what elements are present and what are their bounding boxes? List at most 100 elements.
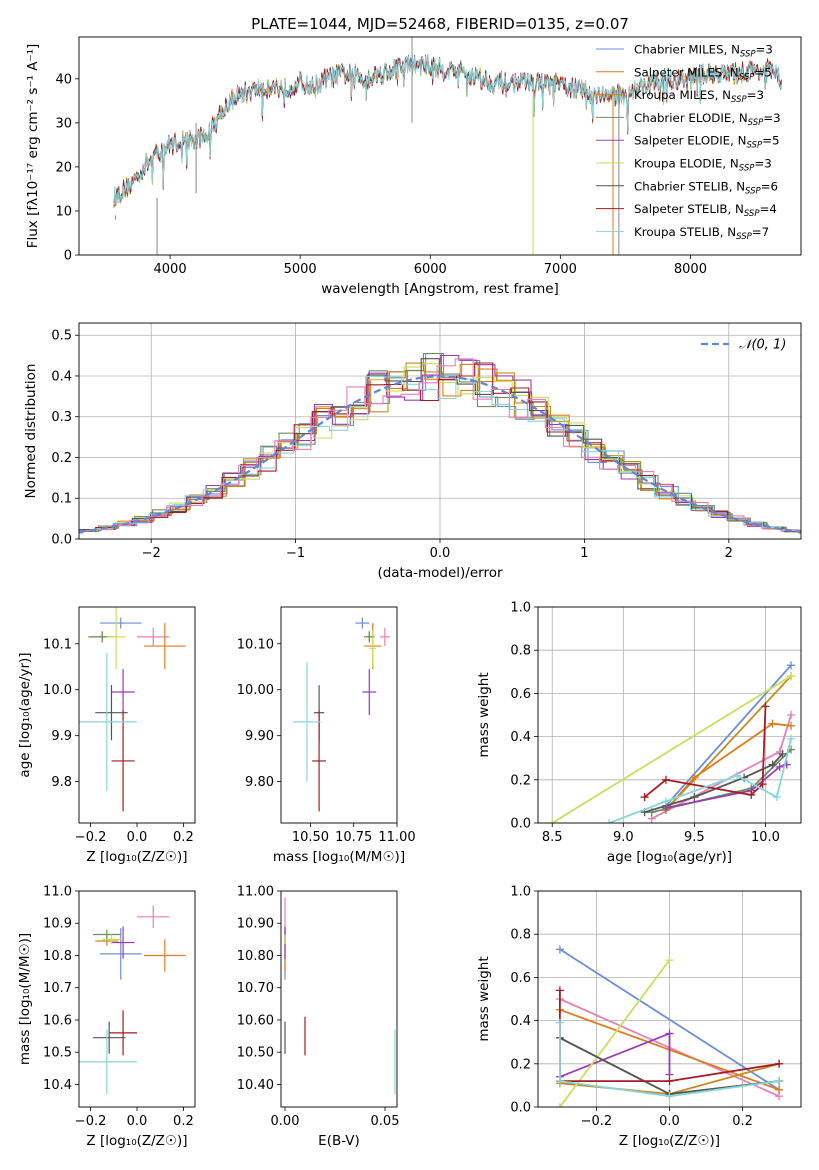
legend-subscript: SSP bbox=[739, 72, 755, 82]
x-tick-label: 0.00 bbox=[271, 1114, 300, 1129]
y-tick-label: 0.1 bbox=[51, 492, 72, 507]
y-tick-label: 10.7 bbox=[43, 981, 72, 996]
y-axis-label: age [log₁₀(age/yr)] bbox=[17, 652, 33, 777]
legend-subscript: SSP bbox=[740, 50, 756, 60]
x-axis-label: wavelength [Angstrom, rest frame] bbox=[321, 281, 559, 297]
axes-frame bbox=[78, 322, 802, 540]
weight-marker-9 bbox=[605, 819, 614, 823]
weight-marker-9 bbox=[772, 793, 781, 802]
legend-text: Salpeter MILES, N bbox=[634, 65, 739, 79]
y-axis-label: mass weight bbox=[476, 672, 492, 757]
y-tick-label: 10.40 bbox=[237, 1078, 274, 1093]
legend-entry: Salpeter ELODIE, NSSP=5 bbox=[634, 134, 779, 151]
legend-text: Kroupa STELIB, N bbox=[634, 225, 736, 239]
y-axis-label: Flux [fλ10⁻¹⁷ erg cm⁻² s⁻¹ A⁻¹] bbox=[25, 44, 41, 249]
legend-entry: Chabrier MILES, NSSP=3 bbox=[634, 43, 773, 60]
weight-marker-8 bbox=[747, 790, 756, 799]
legend-entry: 𝒩(0, 1) bbox=[739, 338, 786, 353]
y-tick-label: 0.4 bbox=[510, 730, 531, 745]
y-tick-label: 0.3 bbox=[51, 410, 72, 425]
legend-text: =4 bbox=[759, 202, 776, 216]
legend-subscript: SSP bbox=[748, 118, 764, 128]
weight-marker-5 bbox=[775, 762, 784, 771]
y-tick-label: 40 bbox=[55, 72, 72, 87]
weight-marker-9 bbox=[661, 797, 670, 806]
y-tick-label: 0.6 bbox=[510, 687, 531, 702]
weight-marker-9 bbox=[665, 1092, 674, 1101]
panel-mass-vs-Z: −0.2 0.0 0.2 10.4 10.5 10.6 10.7 10.8 10.9 11.0 Z … bbox=[17, 885, 196, 1149]
y-tick-label: 9.8 bbox=[51, 775, 72, 790]
y-tick-label: 0 bbox=[64, 249, 72, 264]
legend-text: =3 bbox=[756, 43, 773, 57]
weight-marker-9 bbox=[775, 1077, 784, 1086]
y-tick-label: 30 bbox=[55, 116, 72, 131]
x-tick-label: 0.0 bbox=[127, 830, 148, 845]
weight-marker-7 bbox=[690, 793, 699, 802]
axes-frame bbox=[537, 890, 802, 1108]
legend-entry: Kroupa STELIB, NSSP=7 bbox=[634, 225, 769, 242]
y-tick-label: 0.0 bbox=[51, 533, 72, 548]
gaussian-reference-line bbox=[79, 375, 801, 533]
y-tick-label: 10.5 bbox=[43, 1046, 72, 1061]
y-tick-label: 10.90 bbox=[237, 917, 274, 932]
axes-frame bbox=[78, 606, 196, 824]
panel-weight-vs-Z: −0.2 0.0 0.2 0.0 0.2 0.4 0.6 0.8 1.0 Z [log₁₀(Z/Z… bbox=[476, 885, 802, 1149]
y-tick-label: 9.90 bbox=[245, 729, 274, 744]
y-tick-label: 10.70 bbox=[237, 981, 274, 996]
x-tick-label: 7000 bbox=[544, 262, 577, 277]
weight-marker-9 bbox=[555, 1018, 564, 1027]
x-tick-label: 0.05 bbox=[371, 1114, 400, 1129]
weight-marker-8 bbox=[761, 702, 770, 711]
x-tick-label: 5000 bbox=[284, 262, 317, 277]
x-tick-label: 11.00 bbox=[378, 830, 415, 845]
weight-marker-2 bbox=[775, 1085, 784, 1094]
x-tick-label: 0.0 bbox=[430, 546, 451, 561]
spectrum-line-9 bbox=[113, 54, 782, 205]
panel-spectrum: 4000 5000 6000 7000 8000 0 10 20 30 40 wavelength … bbox=[25, 36, 802, 297]
y-tick-label: 1.0 bbox=[510, 885, 531, 900]
x-tick-label: 2 bbox=[725, 546, 733, 561]
x-tick-label: 0.2 bbox=[173, 1114, 194, 1129]
y-axis-label: Normed distribution bbox=[23, 364, 39, 499]
y-tick-label: 0.4 bbox=[51, 369, 72, 384]
y-tick-label: 0.2 bbox=[51, 451, 72, 466]
y-tick-label: 10 bbox=[55, 204, 72, 219]
weight-line-5 bbox=[665, 763, 788, 809]
legend-text: =5 bbox=[754, 65, 771, 79]
legend-text: =3 bbox=[747, 88, 764, 102]
legend-entry: Chabrier STELIB, NSSP=6 bbox=[634, 179, 778, 196]
y-tick-label: 0.2 bbox=[510, 773, 531, 788]
y-tick-label: 0.8 bbox=[510, 644, 531, 659]
legend-text: Kroupa ELODIE, N bbox=[634, 157, 739, 171]
plot-area bbox=[113, 37, 782, 255]
y-tick-label: 10.50 bbox=[237, 1046, 274, 1061]
weight-marker-8 bbox=[661, 775, 670, 784]
legend-entry: Chabrier ELODIE, NSSP=3 bbox=[634, 111, 781, 128]
x-tick-label: −2 bbox=[142, 546, 161, 561]
y-tick-label: 10.0 bbox=[43, 683, 72, 698]
weight-marker-8 bbox=[665, 1077, 674, 1086]
legend-text: Kroupa MILES, N bbox=[634, 88, 731, 102]
y-tick-label: 0.8 bbox=[510, 928, 531, 943]
y-tick-label: 0.0 bbox=[510, 817, 531, 832]
weight-marker-8 bbox=[555, 986, 564, 995]
y-tick-label: 10.60 bbox=[237, 1013, 274, 1028]
x-tick-label: 4000 bbox=[154, 262, 187, 277]
legend-entry: Salpeter MILES, NSSP=5 bbox=[634, 65, 772, 82]
legend-subscript: SSP bbox=[744, 209, 760, 219]
weight-marker-8 bbox=[758, 780, 767, 789]
weight-marker-1 bbox=[787, 661, 796, 670]
legend-subscript: SSP bbox=[739, 164, 755, 174]
axes-frame bbox=[78, 890, 196, 1108]
panel-weight-vs-age: 8.5 9.0 9.5 10.0 0.0 0.2 0.4 0.6 0.8 1.0 age [log₁… bbox=[476, 601, 802, 865]
weight-marker-8 bbox=[640, 793, 649, 802]
y-tick-label: 10.10 bbox=[237, 637, 274, 652]
weight-marker-9 bbox=[733, 771, 742, 780]
y-tick-label: 9.80 bbox=[245, 775, 274, 790]
weight-line-8 bbox=[644, 706, 767, 798]
legend-text: =6 bbox=[761, 179, 778, 193]
plot-area bbox=[79, 607, 186, 812]
x-tick-label: 1 bbox=[580, 546, 588, 561]
plot-area bbox=[548, 661, 796, 823]
legend-text: Salpeter ELODIE, N bbox=[634, 134, 746, 148]
